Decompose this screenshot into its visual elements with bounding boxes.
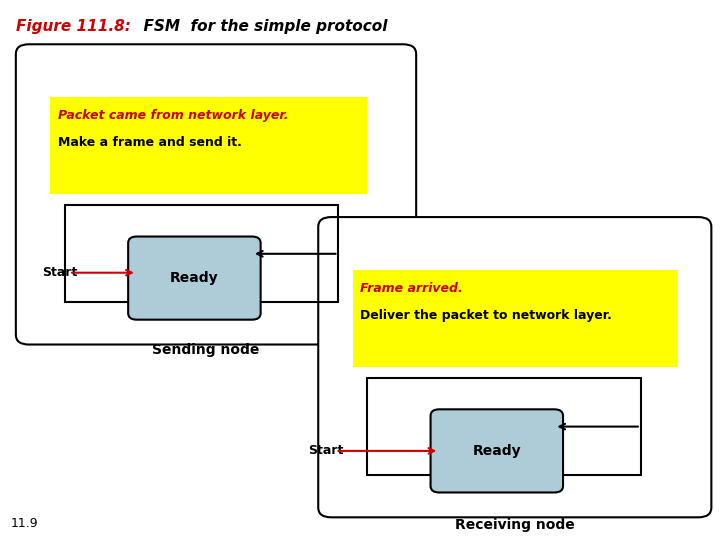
Text: Start: Start	[42, 266, 77, 279]
Text: 11.9: 11.9	[11, 517, 38, 530]
Bar	[50, 97, 367, 194]
Bar	[367, 378, 641, 475]
Text: Figure 111.8:: Figure 111.8:	[16, 19, 131, 34]
Text: Packet came from network layer.: Packet came from network layer.	[58, 109, 288, 122]
FancyBboxPatch shape	[128, 237, 261, 320]
Bar	[353, 270, 677, 367]
Text: FSM  for the simple protocol: FSM for the simple protocol	[133, 19, 387, 34]
FancyBboxPatch shape	[318, 217, 711, 517]
Text: Deliver the packet to network layer.: Deliver the packet to network layer.	[360, 309, 612, 322]
FancyBboxPatch shape	[16, 44, 416, 345]
Text: Ready: Ready	[472, 444, 521, 458]
FancyBboxPatch shape	[431, 409, 563, 492]
Bar	[65, 205, 338, 302]
Text: Start: Start	[308, 444, 343, 457]
Text: Sending node: Sending node	[151, 343, 259, 357]
Text: Frame arrived.: Frame arrived.	[360, 282, 463, 295]
Text: Ready: Ready	[170, 271, 219, 285]
Text: Make a frame and send it.: Make a frame and send it.	[58, 136, 241, 149]
Text: Receiving node: Receiving node	[455, 518, 575, 532]
